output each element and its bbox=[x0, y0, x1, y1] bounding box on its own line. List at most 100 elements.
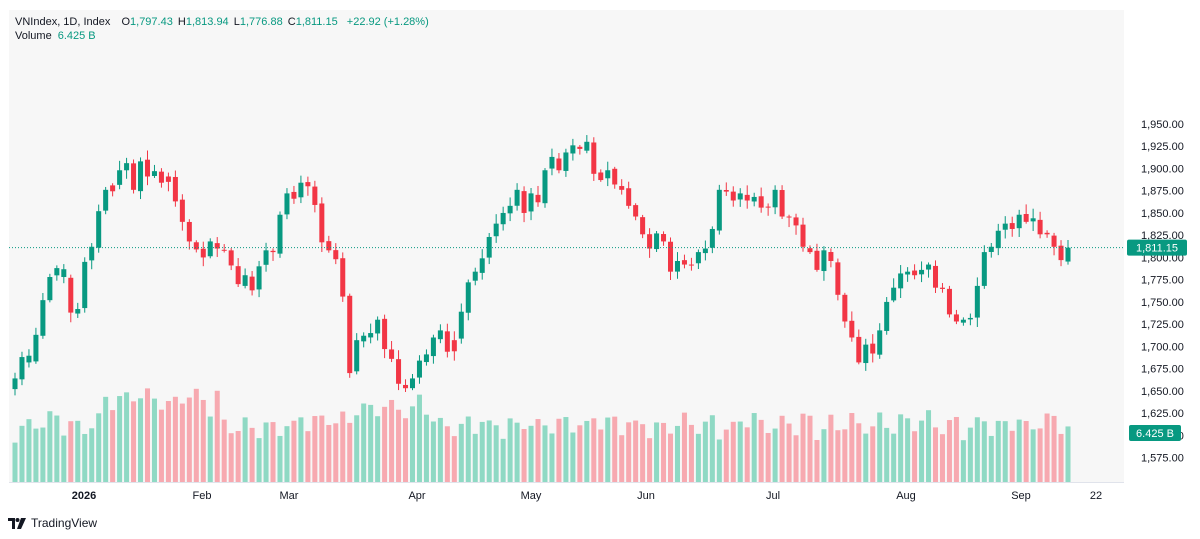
volume-bar bbox=[619, 435, 625, 482]
volume-bar bbox=[1065, 426, 1071, 482]
volume-bar bbox=[570, 432, 576, 482]
candle-body bbox=[828, 252, 834, 261]
volume-bar bbox=[563, 417, 569, 482]
volume-bar bbox=[242, 417, 248, 482]
volume-bar bbox=[814, 440, 820, 482]
x-tick-label: May bbox=[521, 490, 542, 502]
volume-bar bbox=[193, 388, 199, 482]
candle-body bbox=[47, 277, 53, 301]
candle-body bbox=[437, 330, 443, 340]
volume-bar bbox=[793, 435, 799, 482]
last-price-label: 1,811.15 bbox=[1136, 243, 1178, 255]
volume-bar bbox=[932, 427, 939, 482]
volume-bar bbox=[528, 425, 534, 482]
candle-body bbox=[1023, 214, 1029, 222]
candle-body bbox=[326, 241, 332, 251]
volume-bar bbox=[110, 410, 116, 482]
candle-body bbox=[82, 261, 88, 309]
volume-bar bbox=[256, 438, 262, 482]
candle-body bbox=[1009, 223, 1015, 229]
volume-bar bbox=[584, 420, 590, 482]
volume-bar bbox=[863, 433, 869, 482]
volume-bar bbox=[305, 431, 311, 482]
volume-bar bbox=[535, 419, 541, 482]
tradingview-logo[interactable]: TradingView bbox=[8, 516, 97, 530]
volume-bar bbox=[549, 433, 555, 482]
volume-bar bbox=[26, 419, 32, 482]
candle-body bbox=[179, 199, 185, 222]
volume-bar bbox=[138, 398, 144, 482]
volume-bar bbox=[179, 403, 185, 482]
candle-body bbox=[835, 262, 841, 295]
volume-bar bbox=[598, 429, 604, 482]
volume-bar bbox=[647, 438, 653, 482]
volume-label[interactable]: Volume bbox=[15, 30, 52, 42]
volume-bar bbox=[263, 422, 269, 482]
candle-body bbox=[103, 189, 109, 211]
candle-body bbox=[674, 260, 680, 272]
volume-bar bbox=[270, 422, 276, 482]
volume-bar bbox=[47, 411, 53, 482]
candle-body bbox=[158, 171, 164, 183]
volume-bar bbox=[389, 399, 395, 482]
volume-bar bbox=[354, 415, 360, 482]
candle-body bbox=[681, 260, 687, 265]
volume-bar bbox=[416, 394, 422, 482]
candle-body bbox=[612, 168, 618, 185]
x-axis[interactable]: 2026 Feb Mar Apr May Jun Jul Aug Sep 22 bbox=[72, 490, 1102, 502]
candle-body bbox=[591, 142, 597, 174]
volume-bar bbox=[96, 413, 102, 482]
volume-bar bbox=[444, 426, 450, 482]
volume-bar bbox=[988, 435, 994, 482]
volume-bar bbox=[1058, 433, 1064, 482]
volume-bar bbox=[786, 423, 792, 482]
candle-body bbox=[458, 311, 464, 339]
candle-body bbox=[361, 335, 367, 342]
volume-bar bbox=[953, 416, 959, 482]
volume-bar bbox=[891, 433, 897, 482]
volume-bar bbox=[493, 425, 499, 482]
symbol-title[interactable]: VNIndex, 1D, Index bbox=[15, 16, 111, 28]
candle-body bbox=[235, 266, 241, 285]
tradingview-logo-icon bbox=[8, 517, 26, 529]
last-price-badge: 1,811.15 bbox=[1127, 239, 1187, 256]
candle-body bbox=[1016, 214, 1022, 229]
volume-bar bbox=[1002, 421, 1008, 482]
volume-bar bbox=[605, 417, 611, 482]
candle-body bbox=[354, 340, 360, 372]
candle-body bbox=[856, 336, 862, 363]
candle-body bbox=[1065, 247, 1071, 262]
candle-body bbox=[284, 193, 290, 215]
volume-bar bbox=[835, 430, 841, 482]
candle-body bbox=[61, 269, 67, 278]
candle-body bbox=[702, 248, 708, 254]
candle-body bbox=[347, 295, 353, 374]
x-tick-label: Jul bbox=[766, 490, 780, 502]
candle-body bbox=[465, 282, 471, 313]
y-axis[interactable]: 1,950.00 1,925.00 1,900.00 1,875.00 1,850.00… bbox=[1141, 119, 1184, 465]
candle-body bbox=[382, 318, 388, 350]
volume-bar bbox=[124, 392, 130, 482]
volume-bar bbox=[744, 427, 750, 482]
volume-bar bbox=[633, 420, 639, 482]
candle-body bbox=[765, 206, 771, 208]
y-tick-label: 1,625.00 bbox=[1141, 408, 1184, 420]
volume-bar bbox=[856, 423, 862, 482]
volume-bar bbox=[542, 425, 548, 482]
volume-bar bbox=[514, 422, 520, 482]
volume-bar bbox=[486, 420, 492, 482]
volume-bar bbox=[730, 421, 736, 482]
candle-body bbox=[988, 246, 994, 252]
candle-body bbox=[654, 233, 660, 250]
volume-bar bbox=[849, 413, 855, 482]
volume-bar bbox=[200, 399, 206, 482]
candle-body bbox=[40, 300, 46, 336]
candle-body bbox=[919, 269, 925, 275]
candle-body bbox=[263, 250, 269, 265]
close-label: C bbox=[287, 16, 296, 28]
candle-body bbox=[207, 241, 213, 257]
volume-bar bbox=[1051, 415, 1057, 482]
candle-body bbox=[333, 250, 339, 260]
candle-body bbox=[772, 189, 778, 208]
